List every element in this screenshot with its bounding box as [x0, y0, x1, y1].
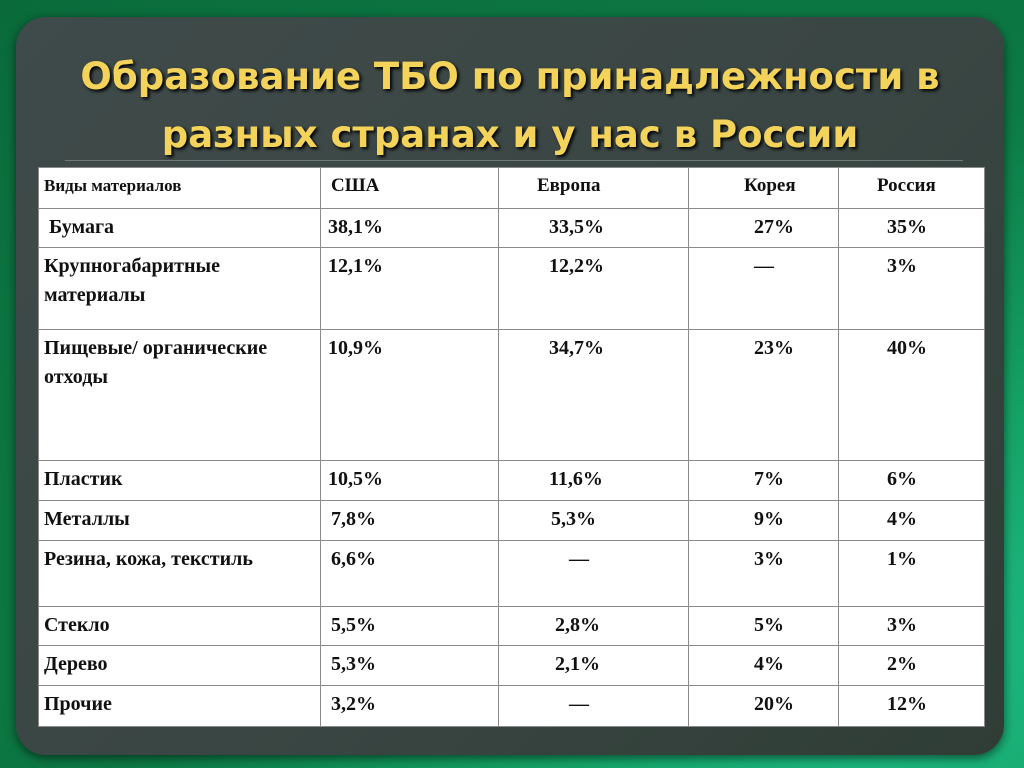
table-row: Дерево 5,3% 2,1% 4% 2%	[38, 645, 985, 686]
table-row: Металлы 7,8% 5,3% 9% 4%	[38, 500, 985, 541]
russia-cell: 3%	[838, 247, 985, 330]
europe-cell: —	[498, 685, 689, 727]
table-row: Крупногабаритные материалы 12,1% 12,2% —…	[38, 247, 985, 330]
usa-cell: 38,1%	[320, 208, 499, 248]
russia-cell: 4%	[838, 500, 985, 541]
material-cell: Резина, кожа, текстиль	[38, 540, 321, 607]
korea-cell: 7%	[688, 460, 839, 501]
material-cell: Металлы	[38, 500, 321, 541]
material-cell: Дерево	[38, 645, 321, 686]
russia-cell: 40%	[838, 329, 985, 461]
table-row: Пищевые/ органические отходы 10,9% 34,7%…	[38, 329, 985, 461]
usa-cell: 5,3%	[320, 645, 499, 686]
usa-cell: 6,6%	[320, 540, 499, 607]
korea-cell: 4%	[688, 645, 839, 686]
material-cell: Бумага	[38, 208, 321, 248]
russia-cell: 3%	[838, 606, 985, 646]
usa-cell: 10,5%	[320, 460, 499, 501]
table-row: Резина, кожа, текстиль 6,6% — 3% 1%	[38, 540, 985, 607]
slide-title: Образование ТБО по принадлежности в разн…	[40, 48, 980, 164]
russia-cell: 1%	[838, 540, 985, 607]
europe-cell: 33,5%	[498, 208, 689, 248]
title-divider	[65, 160, 963, 161]
table-row: Пластик 10,5% 11,6% 7% 6%	[38, 460, 985, 501]
europe-cell: 2,1%	[498, 645, 689, 686]
korea-cell: 27%	[688, 208, 839, 248]
header-europe: Европа	[498, 167, 689, 209]
slide-title-line-1: Образование ТБО по принадлежности в	[80, 55, 940, 98]
korea-cell: —	[688, 247, 839, 330]
header-russia: Россия	[838, 167, 985, 209]
slide-title-line-2: разных странах и у нас в России	[161, 113, 859, 156]
header-usa: США	[320, 167, 499, 209]
usa-cell: 5,5%	[320, 606, 499, 646]
russia-cell: 2%	[838, 645, 985, 686]
header-korea: Корея	[688, 167, 839, 209]
table-row: Стекло 5,5% 2,8% 5% 3%	[38, 606, 985, 646]
russia-cell: 35%	[838, 208, 985, 248]
material-cell: Прочие	[38, 685, 321, 727]
material-cell: Крупногабаритные материалы	[38, 247, 321, 330]
korea-cell: 23%	[688, 329, 839, 461]
usa-cell: 10,9%	[320, 329, 499, 461]
usa-cell: 12,1%	[320, 247, 499, 330]
europe-cell: 34,7%	[498, 329, 689, 461]
material-cell: Пластик	[38, 460, 321, 501]
material-cell: Пищевые/ органические отходы	[38, 329, 321, 461]
header-materials: Виды материалов	[38, 167, 321, 209]
europe-cell: —	[498, 540, 689, 607]
korea-cell: 5%	[688, 606, 839, 646]
europe-cell: 12,2%	[498, 247, 689, 330]
europe-cell: 11,6%	[498, 460, 689, 501]
materials-table: Виды материалов США Европа Корея Россия …	[38, 167, 985, 727]
russia-cell: 12%	[838, 685, 985, 727]
table-header-row: Виды материалов США Европа Корея Россия	[38, 167, 985, 209]
usa-cell: 3,2%	[320, 685, 499, 727]
korea-cell: 20%	[688, 685, 839, 727]
korea-cell: 9%	[688, 500, 839, 541]
russia-cell: 6%	[838, 460, 985, 501]
korea-cell: 3%	[688, 540, 839, 607]
table-row: Бумага 38,1% 33,5% 27% 35%	[38, 208, 985, 248]
material-cell: Стекло	[38, 606, 321, 646]
europe-cell: 5,3%	[498, 500, 689, 541]
usa-cell: 7,8%	[320, 500, 499, 541]
europe-cell: 2,8%	[498, 606, 689, 646]
table-row: Прочие 3,2% — 20% 12%	[38, 685, 985, 727]
